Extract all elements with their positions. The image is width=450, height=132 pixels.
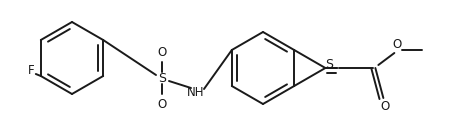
Text: O: O [158, 98, 166, 110]
Text: O: O [393, 39, 402, 51]
Text: NH: NH [187, 86, 205, 98]
Text: F: F [27, 65, 34, 77]
Text: S: S [158, 72, 166, 84]
Text: O: O [158, 46, 166, 58]
Text: O: O [381, 100, 390, 114]
Text: S: S [325, 58, 333, 70]
